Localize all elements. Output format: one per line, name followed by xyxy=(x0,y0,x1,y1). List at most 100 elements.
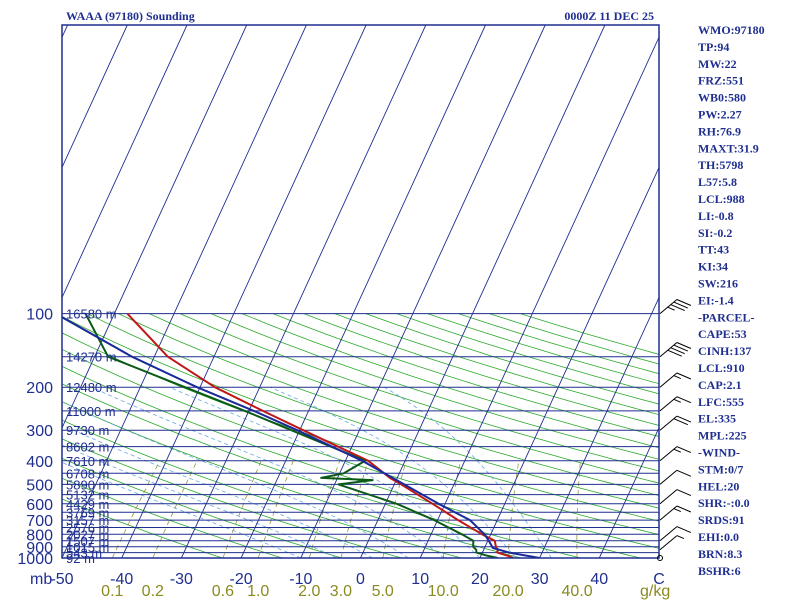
temperature-axis-end-label: C xyxy=(653,571,665,588)
index-label: SRDS:91 xyxy=(698,513,745,527)
isotherm xyxy=(62,25,128,169)
temperature-tick-label: -30 xyxy=(170,571,193,588)
pressure-unit-label: mb xyxy=(30,571,52,588)
wind-barb-flag xyxy=(673,301,688,309)
height-label: 5132 m xyxy=(66,488,109,503)
isotherm xyxy=(240,25,486,558)
index-label: WB0:580 xyxy=(698,91,746,105)
height-label: 14270 m xyxy=(66,350,117,365)
temperature-tick-label: 0 xyxy=(356,571,365,588)
wind-barb-flag xyxy=(676,342,692,349)
height-label: 3157 m xyxy=(66,513,109,528)
height-label: 1507 m xyxy=(66,534,109,549)
temperature-tick-label: 40 xyxy=(590,571,608,588)
pressure-tick-label: 400 xyxy=(26,454,53,471)
wind-barb-staff xyxy=(659,535,678,551)
wind-barb-half-flag xyxy=(673,398,681,403)
temperature-tick-label: 10 xyxy=(411,571,429,588)
height-label: 543 m xyxy=(66,546,102,561)
mixing-ratio-tick-label: 0.6 xyxy=(212,583,234,600)
mixing-ratio-tick-label: 0.2 xyxy=(142,583,164,600)
index-label: LFC:555 xyxy=(698,395,744,409)
isotherm xyxy=(479,166,659,558)
index-label: SI:-0.2 xyxy=(698,226,732,240)
wind-barbs xyxy=(657,299,692,561)
mixing-ratio-tick-label: 3.0 xyxy=(330,583,352,600)
index-label: MAXT:31.9 xyxy=(698,141,759,155)
isotherm xyxy=(360,25,606,558)
isotherm xyxy=(539,296,659,558)
index-label: -WIND- xyxy=(698,446,740,460)
index-label: WMO:97180 xyxy=(698,23,765,37)
index-label: BRN:8.3 xyxy=(698,547,742,561)
chart-time: 0000Z 11 DEC 25 xyxy=(564,9,654,23)
index-label: STM:0/7 xyxy=(698,462,743,476)
wind-barb-flag xyxy=(670,304,685,312)
wind-barb-half-flag xyxy=(676,535,685,540)
mixing-ratio-tick-label: 10.0 xyxy=(428,583,459,600)
index-label: CAP:2.1 xyxy=(698,378,742,392)
wind-barb-half-flag xyxy=(673,375,681,380)
wind-barb-flag xyxy=(676,415,692,423)
mixing-ratio-tick-label: 2.0 xyxy=(298,583,320,600)
wind-barb-calm xyxy=(657,555,663,561)
index-label: KI:34 xyxy=(698,260,728,274)
height-label: 16580 m xyxy=(66,307,117,322)
isotherm xyxy=(62,25,188,299)
dewpoint-profile xyxy=(84,313,499,558)
temperature-profile xyxy=(126,312,514,558)
wind-barb-flag xyxy=(676,526,692,534)
wind-barb-half-flag xyxy=(673,448,681,453)
index-label: HEL:20 xyxy=(698,479,739,493)
temperature-tick-label: -50 xyxy=(50,571,73,588)
wind-barb-flag xyxy=(667,349,682,357)
index-label: MPL:225 xyxy=(698,429,747,443)
plot-frame xyxy=(61,24,660,559)
wind-barb-flag xyxy=(676,505,692,513)
chart-title: WAAA (97180) Sounding xyxy=(66,9,195,23)
index-label: LCL:988 xyxy=(698,192,745,206)
mixing-ratio-unit-label: g/kg xyxy=(640,583,670,600)
index-label: MW:22 xyxy=(698,57,737,71)
thermo-grid xyxy=(62,25,659,558)
index-label: SHR:-:0.0 xyxy=(698,496,750,510)
mixing-ratio-tick-label: 1.0 xyxy=(247,583,269,600)
height-label: 1015 m xyxy=(66,540,109,555)
wind-barb-flag xyxy=(670,347,685,355)
wind-barb-flag xyxy=(676,446,692,454)
height-label: 12480 m xyxy=(66,380,117,395)
height-label: 92 m xyxy=(66,551,95,566)
temperature-tick-label: -10 xyxy=(289,571,312,588)
pressure-tick-label: 900 xyxy=(26,540,53,557)
pressure-tick-label: 500 xyxy=(26,477,53,494)
index-label: PW:2.27 xyxy=(698,108,742,122)
index-label: SW:216 xyxy=(698,277,738,291)
pressure-tick-label: 300 xyxy=(26,423,53,440)
temperature-tick-label: -20 xyxy=(230,571,253,588)
pressure-tick-label: 1000 xyxy=(17,551,53,568)
isotherm xyxy=(419,36,659,558)
pressure-tick-label: 200 xyxy=(26,380,53,397)
height-label: 2027 m xyxy=(66,527,109,542)
mixing-ratio-tick-label: 5.0 xyxy=(372,583,394,600)
index-label: -PARCEL- xyxy=(698,310,754,324)
isotherm xyxy=(598,426,659,558)
profile-lines xyxy=(62,312,540,558)
indices-panel: WMO:97180 TP:94 MW:22 FRZ:551 WB0:580 PW:2.27… xyxy=(698,23,765,578)
pressure-tick-label: 800 xyxy=(26,527,53,544)
index-label: LCL:910 xyxy=(698,361,745,375)
pressure-tick-label: 600 xyxy=(26,497,53,514)
height-label: 5890 m xyxy=(66,477,109,492)
height-label: 2576 m xyxy=(66,521,109,536)
isotherm xyxy=(300,25,546,558)
mixing-ratio-tick-label: 0.1 xyxy=(101,583,123,600)
wind-barb-flag xyxy=(676,372,692,380)
index-label: BSHR:6 xyxy=(698,564,741,578)
wind-barb-flag xyxy=(673,344,688,352)
isotherm xyxy=(62,25,248,429)
isotherm xyxy=(62,25,307,558)
mixing-ratio-tick-label: 40.0 xyxy=(562,583,593,600)
index-label: EHI:0.0 xyxy=(698,530,739,544)
